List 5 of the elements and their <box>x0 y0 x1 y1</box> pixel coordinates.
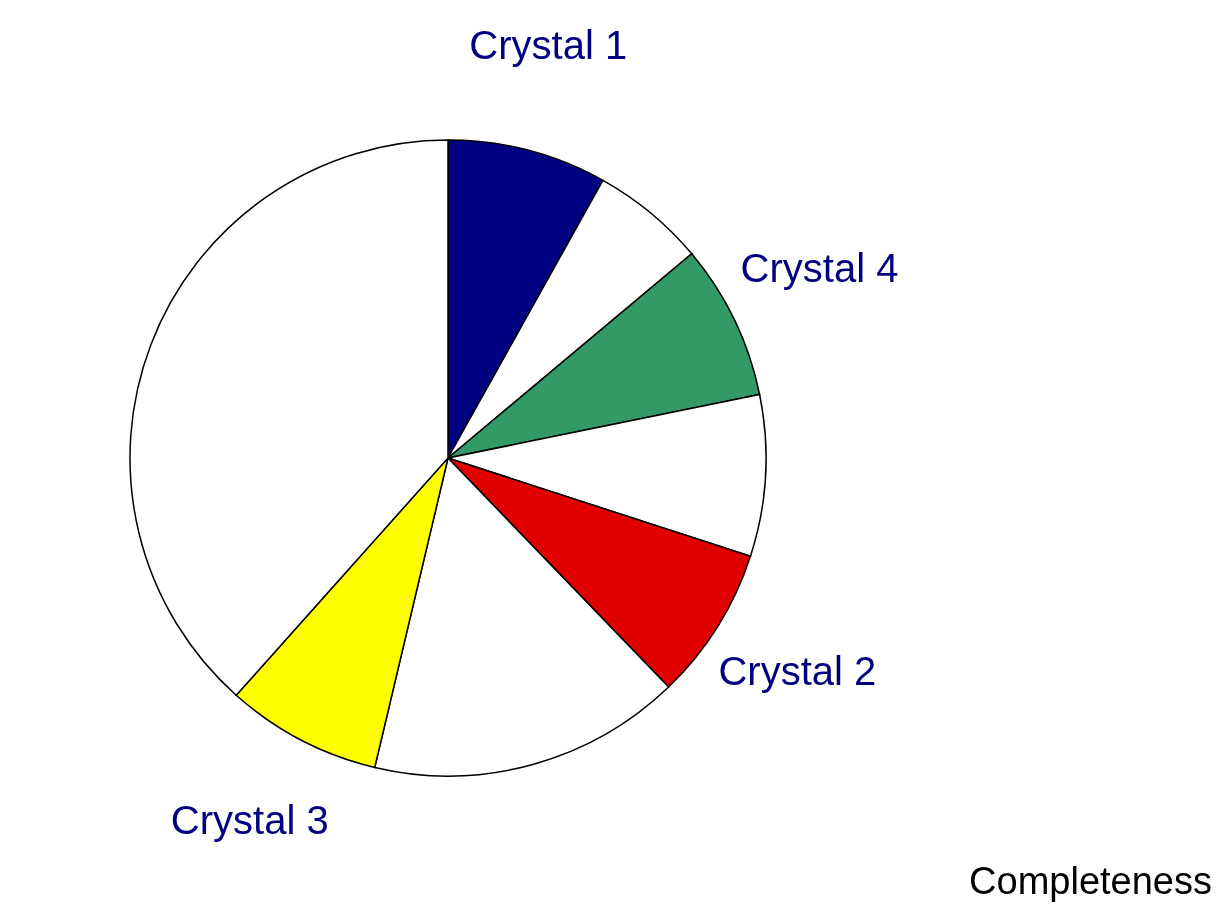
slice-label: Crystal 1 <box>469 23 628 68</box>
slice-label: Crystal 4 <box>740 246 899 291</box>
text: Completeness <box>969 860 1212 902</box>
slice-label: Crystal 3 <box>170 798 329 843</box>
slice-label: Crystal 2 <box>718 649 877 694</box>
